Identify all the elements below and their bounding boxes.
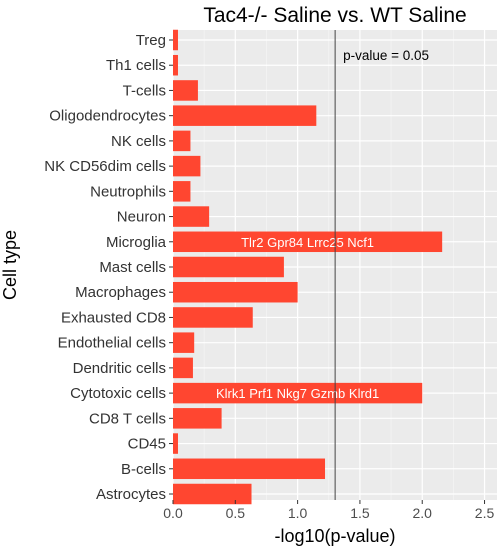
bar <box>173 130 191 152</box>
bar <box>173 281 298 303</box>
category-label: Exhausted CD8 <box>61 309 166 326</box>
x-tick-label: 0.0 <box>163 505 183 521</box>
bar <box>173 307 253 328</box>
category-label: Mast cells <box>99 259 166 276</box>
x-tick-label: 2.0 <box>412 505 432 521</box>
x-tick-label: 1.0 <box>288 505 308 521</box>
bar <box>173 54 178 76</box>
category-label: T-cells <box>123 82 166 99</box>
bars: Tlr2 Gpr84 Lrrc25 Ncf1 Klrk1 Prf1 Nkg7 Gz… <box>173 29 443 505</box>
category-label: Oligodendrocytes <box>49 108 166 125</box>
x-tick-label: 0.5 <box>226 505 246 521</box>
category-label: Neuron <box>117 209 166 226</box>
bar <box>173 483 252 505</box>
category-label: Cytotoxic cells <box>70 385 166 402</box>
category-label: Macrophages <box>75 284 166 301</box>
bar-gene-label: Tlr2 Gpr84 Lrrc25 Ncf1 <box>241 235 374 250</box>
x-tick-labels: 0.0 0.5 1.0 1.5 2.0 2.5 <box>163 500 494 521</box>
category-label: NK CD56dim cells <box>44 158 166 175</box>
category-label: Neutrophils <box>90 183 166 200</box>
bar <box>173 332 195 353</box>
category-label: NK cells <box>111 133 166 150</box>
category-label: Astrocytes <box>96 486 166 503</box>
bar <box>173 357 193 379</box>
bar <box>173 206 210 227</box>
bar <box>173 382 423 404</box>
category-label: CD8 T cells <box>89 410 166 427</box>
bar <box>173 155 201 177</box>
bar <box>173 29 178 51</box>
reference-line: p-value = 0.05 <box>334 30 429 500</box>
category-label: Endothelial cells <box>58 335 166 352</box>
y-axis-title: Cell type <box>0 230 20 300</box>
chart-title: Tac4-/- Saline vs. WT Saline <box>203 4 466 27</box>
bar <box>173 80 198 101</box>
bar <box>173 408 222 429</box>
x-tick-label: 1.5 <box>350 505 370 521</box>
category-label: CD45 <box>128 436 166 453</box>
category-label: Dendritic cells <box>73 360 166 377</box>
x-axis-title: -log10(p-value) <box>274 526 395 546</box>
category-label: B-cells <box>121 461 166 478</box>
category-label: Th1 cells <box>106 57 166 74</box>
category-labels: Treg Th1 cells T-cells Oligodendrocytes NK c… <box>44 32 173 503</box>
bar <box>173 458 326 480</box>
bar <box>173 105 317 126</box>
bar <box>173 231 443 253</box>
bar <box>173 433 178 454</box>
bar <box>173 181 191 202</box>
category-label: Treg <box>136 32 166 49</box>
category-label: Microglia <box>106 234 167 251</box>
bar-gene-label: Klrk1 Prf1 Nkg7 Gzmb Klrd1 <box>216 386 379 401</box>
reference-line-label: p-value = 0.05 <box>343 48 429 63</box>
x-tick-label: 2.5 <box>475 505 495 521</box>
bar <box>173 256 284 278</box>
